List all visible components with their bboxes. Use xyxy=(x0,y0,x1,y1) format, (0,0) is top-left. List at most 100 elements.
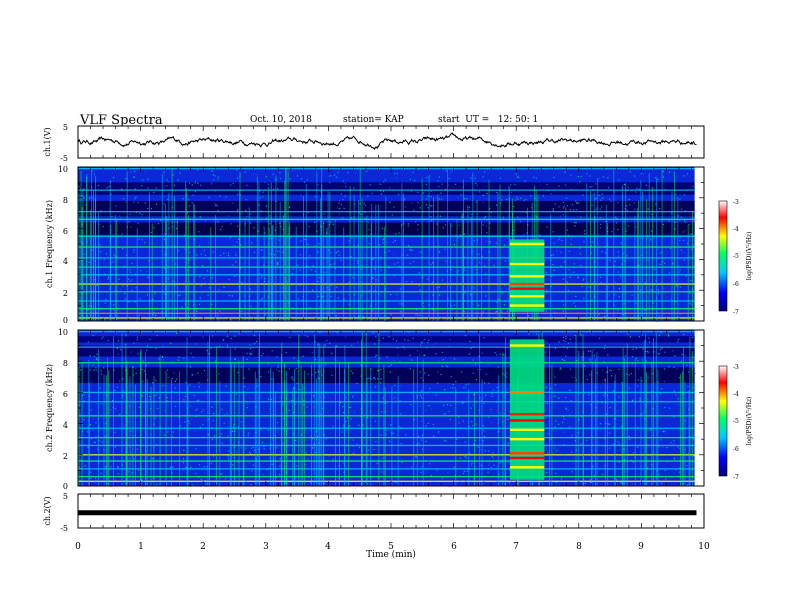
noise-speck xyxy=(424,354,426,356)
noise-speck xyxy=(330,175,332,177)
noise-speck xyxy=(630,372,632,375)
noise-speck xyxy=(673,416,675,418)
noise-speck xyxy=(677,404,679,406)
noise-speck xyxy=(633,202,635,204)
noise-speck xyxy=(488,465,490,467)
noise-speck xyxy=(615,423,617,425)
noise-speck xyxy=(375,354,377,356)
noise-speck xyxy=(436,382,439,384)
noise-speck xyxy=(665,188,667,191)
noise-speck xyxy=(606,221,608,223)
noise-speck xyxy=(460,194,462,196)
noise-speck xyxy=(369,377,371,379)
noise-speck xyxy=(554,426,556,428)
noise-speck xyxy=(678,471,680,473)
noise-speck xyxy=(469,294,472,296)
noise-speck xyxy=(171,390,173,393)
noise-speck xyxy=(465,387,467,389)
noise-speck xyxy=(406,466,408,468)
noise-speck xyxy=(226,336,228,338)
noise-speck xyxy=(296,175,299,177)
noise-speck xyxy=(271,378,273,380)
noise-speck xyxy=(232,245,234,247)
noise-speck xyxy=(395,481,397,483)
noise-speck xyxy=(637,385,639,387)
noise-speck xyxy=(563,431,565,433)
noise-speck xyxy=(312,265,314,267)
noise-speck xyxy=(187,269,189,271)
noise-speck xyxy=(558,341,560,343)
noise-speck xyxy=(309,391,311,393)
noise-speck xyxy=(109,209,111,211)
noise-speck xyxy=(114,446,116,448)
noise-speck xyxy=(367,449,369,451)
noise-speck xyxy=(149,399,151,401)
noise-speck xyxy=(263,445,265,447)
noise-speck xyxy=(639,443,641,445)
noise-speck xyxy=(608,398,610,401)
noise-speck xyxy=(492,245,494,248)
noise-speck xyxy=(558,185,560,187)
noise-speck xyxy=(310,283,312,285)
noise-speck xyxy=(199,216,201,218)
noise-speck xyxy=(337,171,339,173)
noise-speck xyxy=(395,233,397,235)
noise-speck xyxy=(133,201,135,203)
noise-speck xyxy=(114,479,116,481)
noise-speck xyxy=(134,301,136,303)
figure-start-time: start UT = 12: 50: 1 xyxy=(438,115,539,125)
noise-speck xyxy=(487,364,489,366)
noise-speck xyxy=(659,353,661,355)
noise-speck xyxy=(120,349,122,351)
noise-speck xyxy=(245,242,247,244)
noise-speck xyxy=(421,466,423,468)
noise-speck xyxy=(449,338,451,341)
noise-speck xyxy=(350,370,352,372)
noise-speck xyxy=(650,289,652,291)
noise-speck xyxy=(574,305,577,307)
noise-speck xyxy=(487,168,489,170)
noise-speck xyxy=(536,218,538,220)
noise-speck xyxy=(624,317,626,319)
noise-speck xyxy=(506,310,508,312)
noise-speck xyxy=(458,416,460,418)
noise-speck xyxy=(485,373,487,375)
noise-speck xyxy=(427,207,429,209)
noise-speck xyxy=(357,260,359,262)
noise-speck xyxy=(206,270,209,272)
ch2-waveform-panel: 5 -5 ch.2(V) xyxy=(43,492,705,533)
noise-speck xyxy=(152,382,154,384)
noise-speck xyxy=(425,409,427,411)
noise-speck xyxy=(611,401,613,403)
noise-speck xyxy=(573,302,575,304)
noise-speck xyxy=(606,413,608,415)
noise-speck xyxy=(605,402,607,404)
noise-speck xyxy=(260,376,262,378)
noise-speck xyxy=(306,265,308,267)
noise-speck xyxy=(277,262,279,264)
noise-speck xyxy=(254,343,256,345)
noise-speck xyxy=(399,361,401,363)
noise-speck xyxy=(237,426,240,428)
noise-speck xyxy=(577,276,579,279)
noise-speck xyxy=(234,266,236,269)
noise-speck xyxy=(679,198,681,200)
noise-speck xyxy=(205,483,207,485)
noise-speck xyxy=(448,178,450,180)
noise-speck xyxy=(547,468,549,470)
noise-speck xyxy=(564,340,566,342)
noise-speck xyxy=(428,261,430,263)
noise-speck xyxy=(506,297,508,299)
noise-speck xyxy=(207,294,209,296)
noise-speck xyxy=(692,336,694,339)
noise-speck xyxy=(513,206,515,208)
noise-speck xyxy=(300,178,303,180)
noise-speck xyxy=(237,193,239,195)
noise-speck xyxy=(234,275,236,277)
noise-speck xyxy=(657,353,659,355)
noise-speck xyxy=(112,234,114,236)
noise-speck xyxy=(693,455,695,457)
noise-speck xyxy=(261,441,264,444)
noise-speck xyxy=(419,371,421,373)
noise-speck xyxy=(207,246,209,248)
